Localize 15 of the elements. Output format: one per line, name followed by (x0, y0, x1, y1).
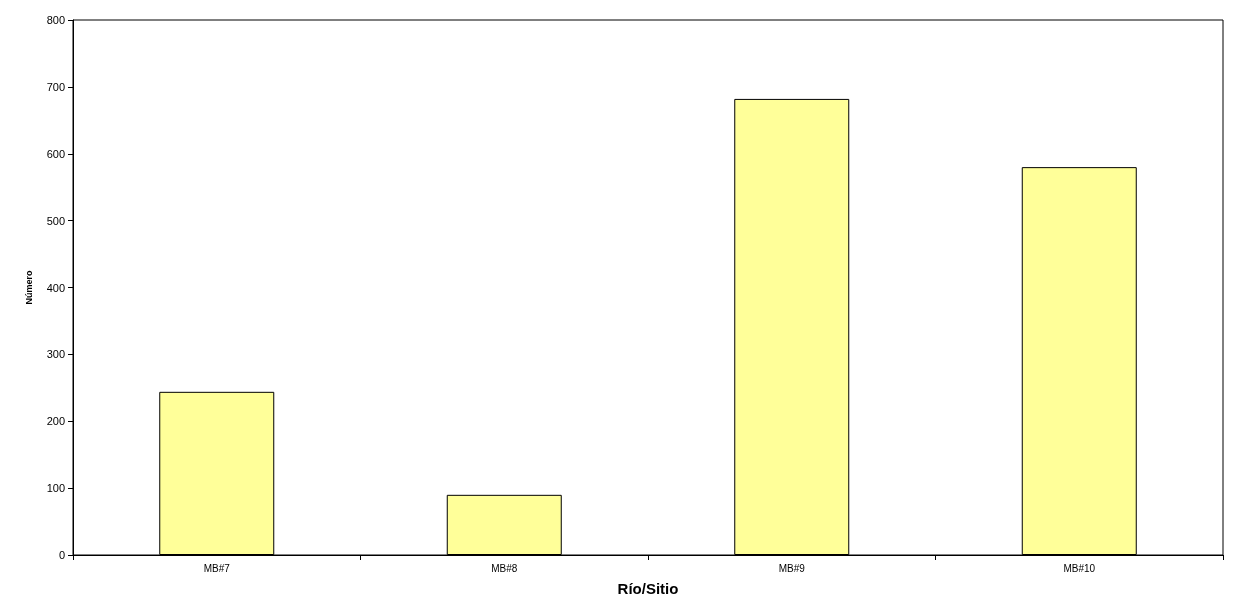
y-tick-label: 400 (46, 281, 65, 294)
y-tick-label: 100 (46, 482, 65, 495)
x-tick-label: MB#7 (203, 562, 231, 574)
y-tick-label: 300 (46, 348, 65, 361)
y-tick-label: 500 (46, 214, 65, 227)
y-tick-label: 600 (46, 147, 65, 160)
y-tick-label: 200 (46, 415, 65, 428)
x-tick-label: MB#10 (1063, 562, 1096, 574)
y-axis-title: Número (23, 270, 34, 305)
y-tick-label: 800 (46, 14, 65, 26)
y-tick-label: 700 (46, 80, 65, 93)
x-axis-title: Río/Sitio (617, 580, 679, 597)
y-tick-label: 0 (58, 549, 65, 561)
x-tick-label: MB#8 (491, 562, 518, 574)
x-tick-label: MB#9 (778, 562, 806, 574)
